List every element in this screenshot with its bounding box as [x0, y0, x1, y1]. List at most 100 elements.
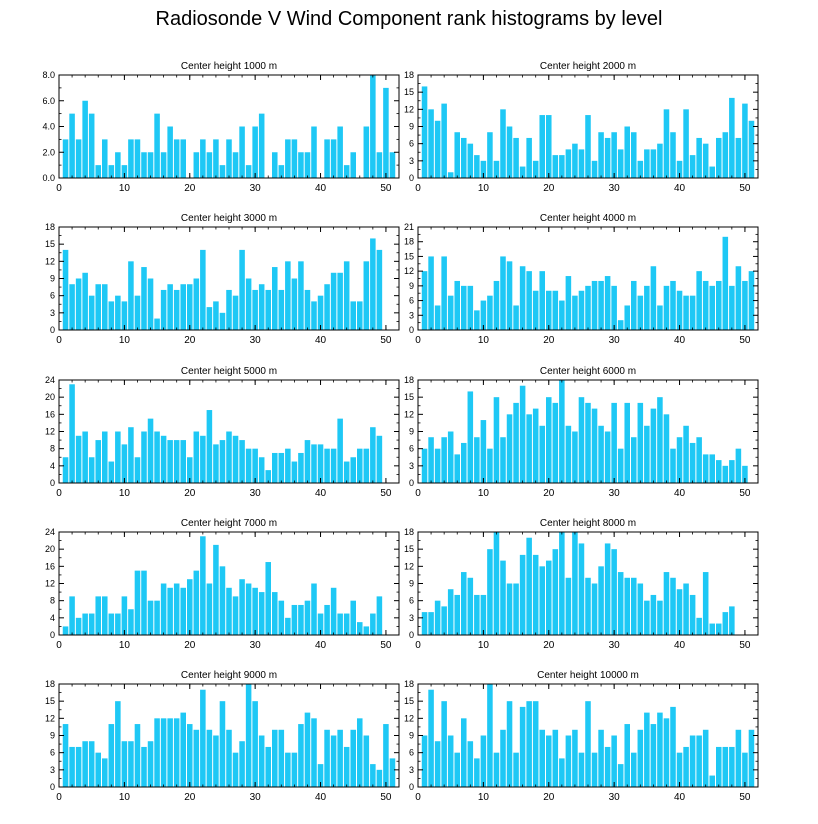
histogram-bar [447, 172, 454, 178]
histogram-bar [200, 139, 206, 179]
histogram-bar [650, 408, 657, 483]
y-tick-label: 0 [50, 478, 55, 488]
histogram-bar [493, 160, 500, 178]
histogram-bar [598, 729, 604, 787]
histogram-bar [363, 626, 370, 635]
histogram-bar [434, 305, 441, 330]
histogram-bar [95, 284, 101, 330]
histogram-bar [696, 437, 702, 483]
histogram-bar [539, 566, 545, 635]
histogram-bar [239, 741, 245, 787]
histogram-bar [689, 594, 696, 635]
x-tick-label: 20 [184, 183, 196, 194]
histogram-bar [370, 238, 376, 330]
histogram-bar [493, 397, 500, 483]
histogram-bar [454, 280, 460, 330]
histogram-bar [631, 437, 637, 483]
y-tick-label: 16 [45, 561, 55, 571]
histogram-bar [559, 532, 565, 635]
histogram-bar [219, 312, 226, 330]
histogram-bar [702, 572, 709, 635]
histogram-bar [585, 285, 591, 330]
histogram-bar [591, 752, 598, 787]
histogram-bar [454, 752, 460, 787]
histogram-bar [69, 113, 75, 179]
x-tick-label: 40 [674, 640, 686, 651]
histogram-bar [383, 87, 389, 179]
histogram-bar [513, 402, 519, 483]
histogram-bar [500, 256, 506, 330]
histogram-bar [141, 267, 147, 330]
histogram-bar [219, 566, 226, 635]
x-tick-label: 20 [543, 792, 555, 803]
chart-panel: Center height 6000 m 0 10 20 30 40 50 0 3 6 9 12 15 1… [404, 366, 759, 499]
histogram-bar [357, 301, 363, 330]
histogram-bar [304, 152, 311, 178]
histogram-bar [304, 600, 311, 635]
y-tick-label: 24 [45, 375, 55, 385]
histogram-bar [147, 418, 154, 484]
histogram-bar [447, 295, 454, 330]
histogram-bar [644, 149, 650, 178]
histogram-bar [128, 741, 134, 787]
histogram-bar [644, 712, 650, 787]
y-tick-label: 6 [409, 296, 414, 306]
histogram-bar [102, 758, 108, 787]
y-tick-label: 15 [404, 392, 414, 402]
histogram-bar [506, 126, 513, 178]
histogram-bar [428, 612, 434, 635]
histogram-bar [683, 746, 689, 787]
x-tick-label: 0 [56, 792, 62, 803]
histogram-bar [552, 155, 559, 178]
histogram-bar [467, 143, 474, 178]
histogram-bar [317, 444, 324, 484]
histogram-bar [82, 272, 88, 330]
y-tick-label: 0 [50, 630, 55, 640]
histogram-bar [421, 612, 428, 635]
histogram-bar [611, 285, 617, 330]
histogram-bar [585, 402, 591, 483]
histogram-bar [637, 729, 644, 787]
histogram-bar [173, 440, 180, 483]
histogram-bar [434, 448, 441, 483]
histogram-bar [604, 137, 611, 178]
histogram-bar [69, 746, 75, 787]
y-tick-label: 0 [409, 173, 414, 183]
histogram-bar [735, 729, 742, 787]
histogram-bar [350, 729, 356, 787]
x-tick-label: 10 [119, 792, 131, 803]
histogram-bar [141, 570, 147, 636]
histogram-bar [128, 609, 134, 635]
histogram-bar [487, 448, 493, 483]
y-tick-label: 4.0 [42, 122, 55, 132]
y-tick-label: 3 [409, 461, 414, 471]
histogram-bar [702, 454, 709, 483]
histogram-bar [670, 280, 676, 330]
histogram-bar [631, 132, 637, 178]
x-tick-label: 0 [56, 335, 62, 346]
histogram-bar [506, 261, 513, 330]
histogram-bar [552, 290, 559, 330]
histogram-bar [447, 735, 454, 787]
histogram-bar [572, 143, 578, 178]
x-tick-label: 20 [543, 183, 555, 194]
histogram-bar [121, 596, 128, 636]
chart-panel: Center height 5000 m 0 10 20 30 40 50 0 4 8 12 16 20… [45, 366, 400, 499]
histogram-bar [461, 285, 467, 330]
histogram-bar [298, 724, 304, 787]
histogram-bar [357, 718, 363, 787]
histogram-bar [663, 109, 670, 178]
histogram-bar [519, 554, 526, 635]
histogram-bar [226, 289, 232, 330]
y-tick-label: 9 [50, 731, 55, 741]
histogram-bar [357, 448, 363, 483]
histogram-bar [75, 435, 82, 483]
histogram-bar [285, 617, 291, 635]
histogram-bar [461, 572, 467, 635]
chart-title: Center height 2000 m [540, 61, 636, 72]
y-tick-label: 8 [50, 596, 55, 606]
histogram-bar [278, 289, 285, 330]
histogram-bar [683, 583, 689, 635]
x-tick-label: 10 [478, 335, 490, 346]
histogram-bar [232, 752, 239, 787]
